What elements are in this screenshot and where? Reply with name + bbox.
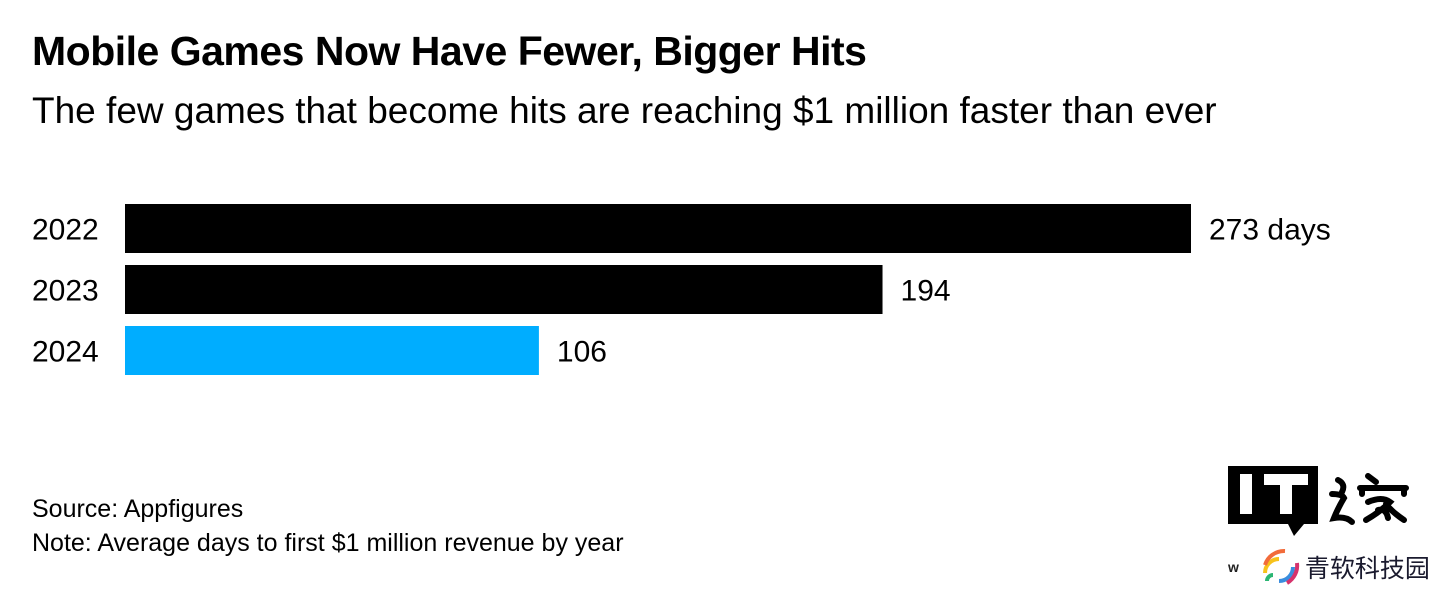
rainbow-signal-icon bbox=[1262, 549, 1300, 585]
watermark-small-text: w bbox=[1228, 559, 1239, 575]
bar-2023 bbox=[125, 265, 883, 314]
it-home-logo bbox=[1228, 466, 1409, 536]
value-label-2022: 273 days bbox=[1209, 214, 1331, 247]
bar-2024 bbox=[125, 326, 539, 375]
bar-2022 bbox=[125, 204, 1191, 253]
chart-title: Mobile Games Now Have Fewer, Bigger Hits bbox=[32, 28, 867, 74]
watermark-row: w 青软科技园 bbox=[1228, 547, 1430, 587]
category-label-2022: 2022 bbox=[32, 214, 99, 247]
category-label-2023: 2023 bbox=[32, 275, 99, 308]
value-label-2024: 106 bbox=[557, 336, 607, 369]
value-label-2023: 194 bbox=[901, 275, 951, 308]
bar-chart: 2022 273 days 2023 194 2024 106 bbox=[32, 204, 1331, 375]
watermark-brand-text: 青软科技园 bbox=[1304, 554, 1430, 583]
source-note: Source: Appfigures bbox=[32, 495, 244, 523]
chart-note: Note: Average days to first $1 million r… bbox=[32, 529, 624, 557]
category-label-2024: 2024 bbox=[32, 336, 99, 369]
chart-subtitle: The few games that become hits are reach… bbox=[32, 90, 1217, 131]
